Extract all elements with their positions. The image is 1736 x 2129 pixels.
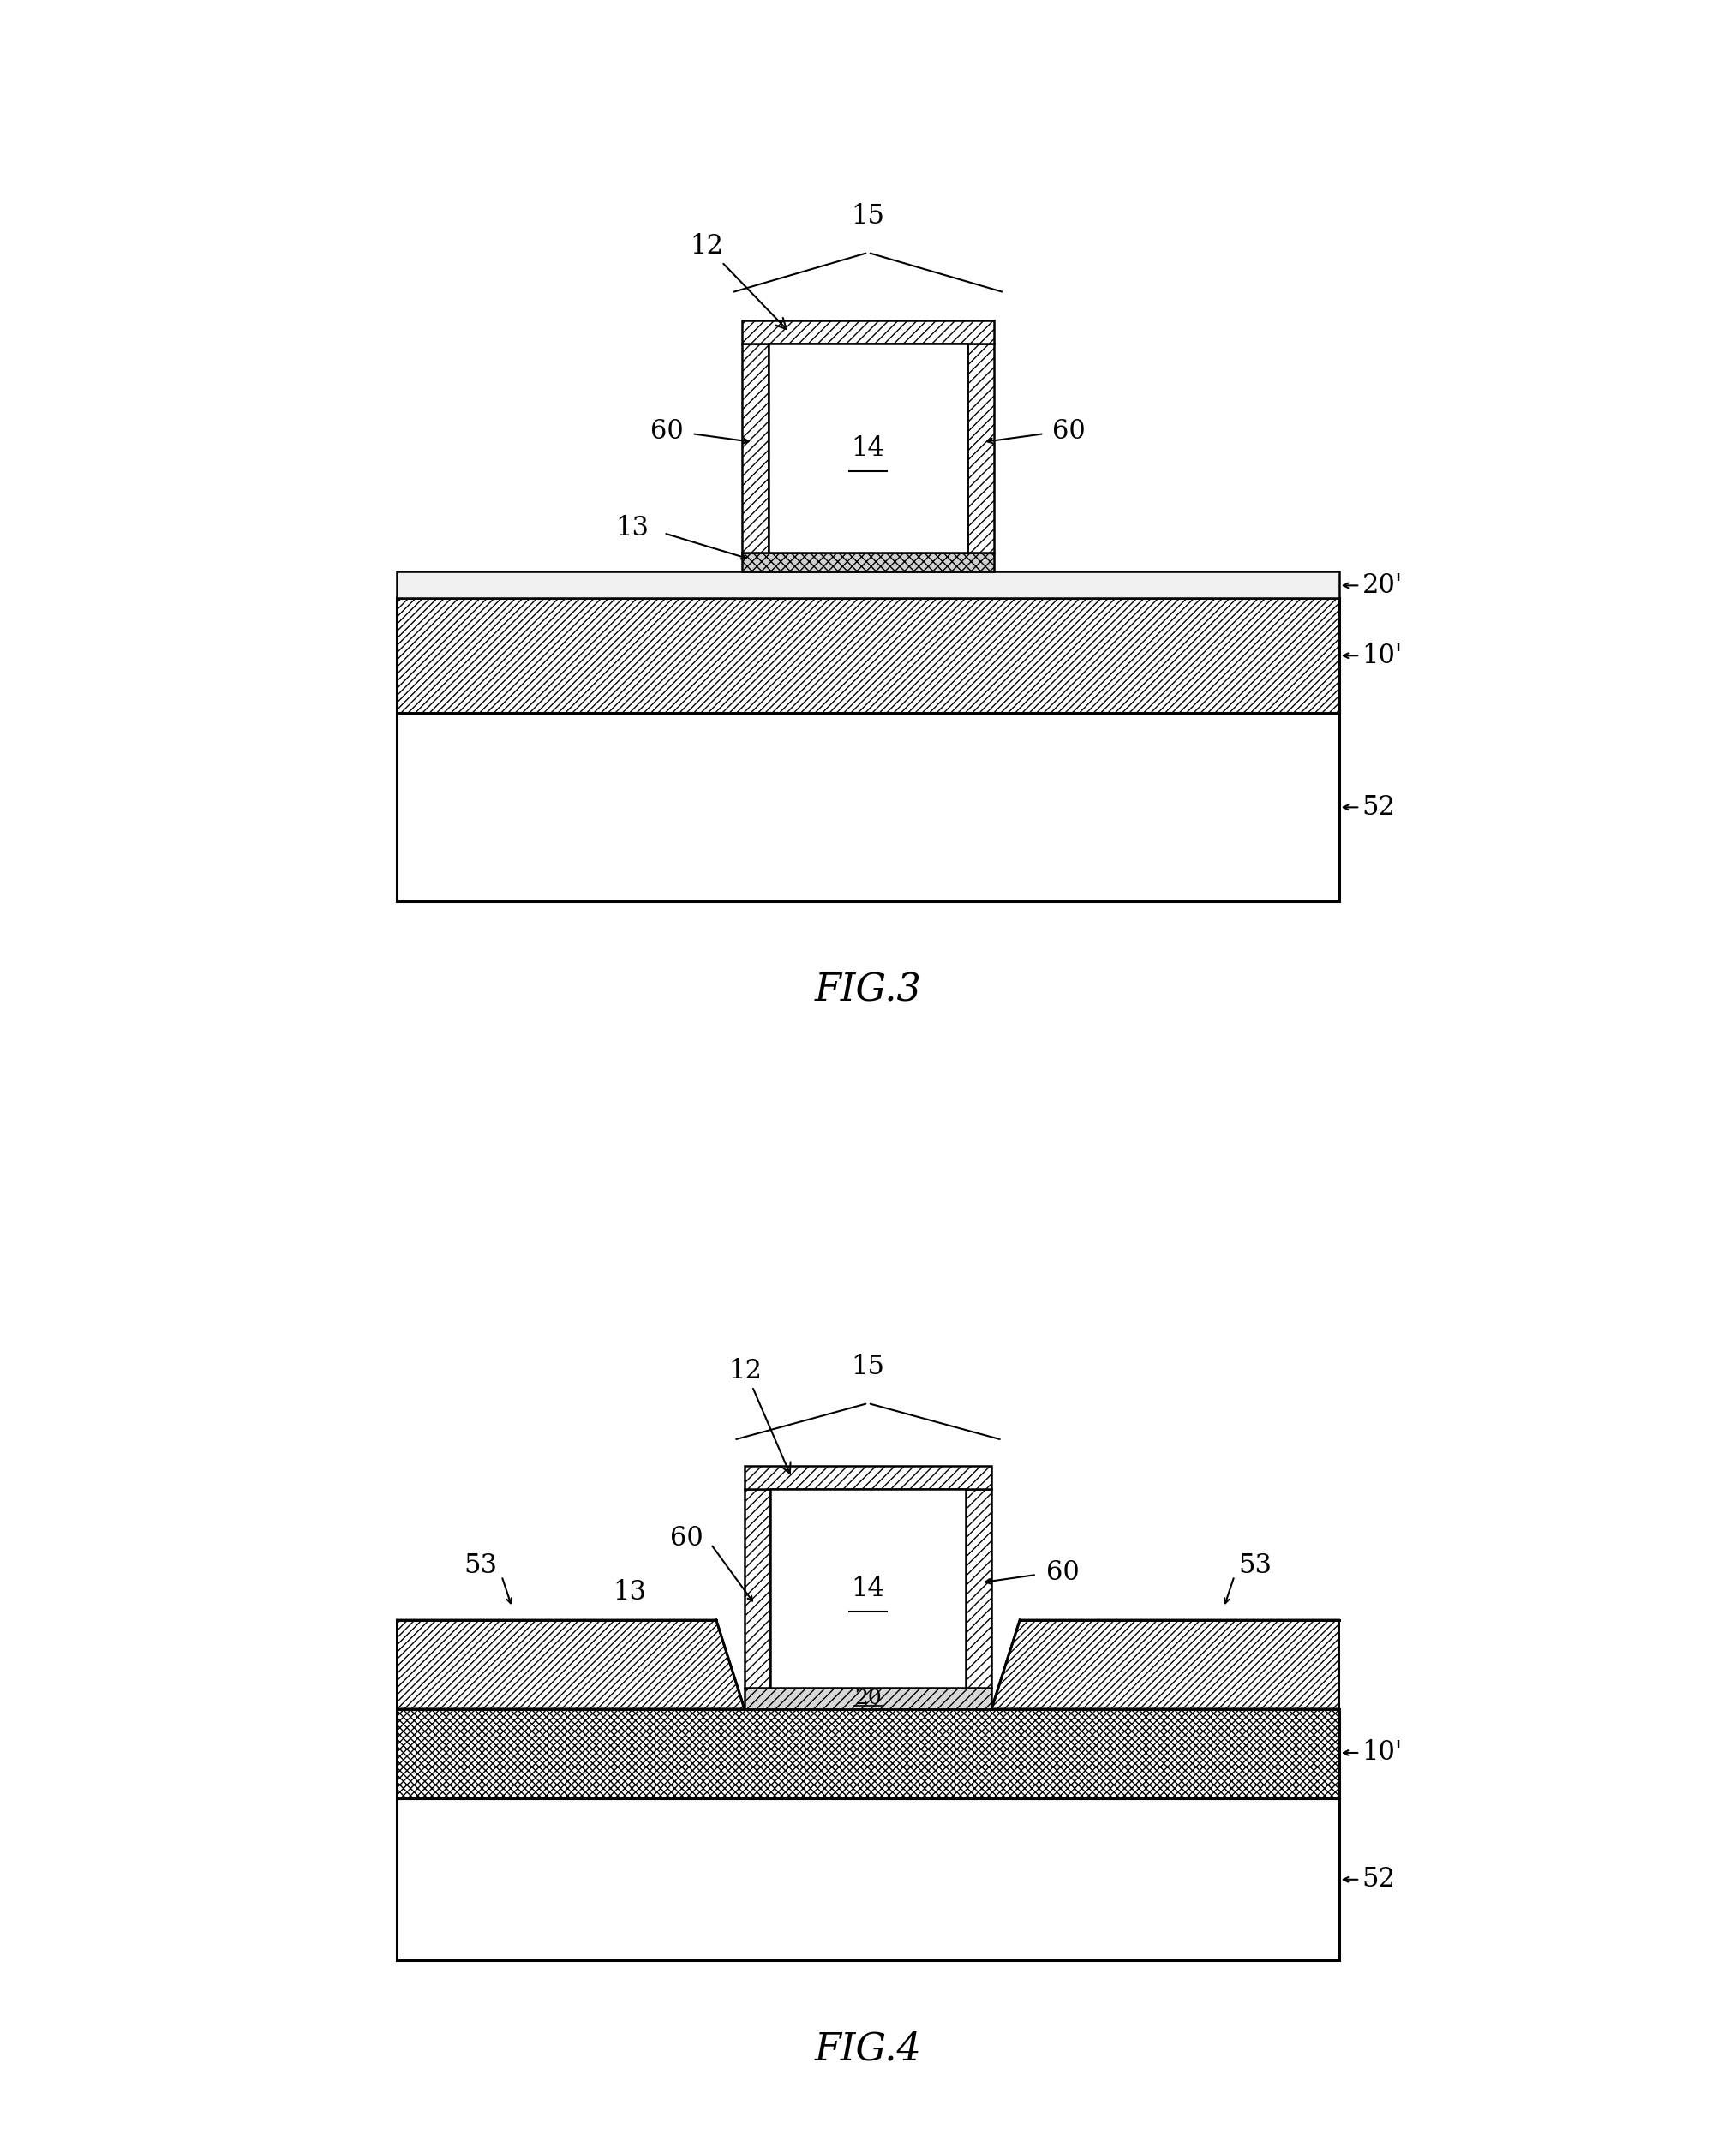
- Bar: [743, 554, 993, 573]
- Bar: [398, 573, 1338, 598]
- Text: 12: 12: [729, 1358, 790, 1473]
- Text: 60: 60: [1052, 417, 1085, 445]
- Text: 10': 10': [1363, 1739, 1403, 1767]
- Text: 15: 15: [851, 1354, 885, 1380]
- Bar: [398, 1710, 1338, 1797]
- Text: 20: 20: [854, 1688, 882, 1707]
- Bar: [745, 1688, 991, 1710]
- Text: 14: 14: [851, 434, 885, 462]
- Text: 12: 12: [689, 232, 786, 330]
- Bar: [967, 343, 993, 554]
- Text: 20': 20': [1363, 573, 1403, 598]
- Bar: [769, 343, 967, 554]
- Bar: [771, 1488, 965, 1688]
- Bar: [398, 1797, 1338, 1961]
- Bar: [965, 1488, 991, 1688]
- Text: 60: 60: [1047, 1558, 1080, 1586]
- Text: 53: 53: [464, 1552, 498, 1580]
- Text: 53: 53: [1238, 1552, 1272, 1580]
- Text: 52: 52: [1363, 794, 1396, 820]
- Bar: [743, 343, 769, 554]
- Bar: [398, 598, 1338, 713]
- Text: 10': 10': [1363, 643, 1403, 669]
- Text: 13: 13: [613, 1580, 646, 1605]
- Bar: [398, 713, 1338, 901]
- Text: 14: 14: [851, 1575, 885, 1601]
- Bar: [743, 321, 993, 343]
- Text: 13: 13: [616, 515, 649, 541]
- Text: 52: 52: [1363, 1867, 1396, 1893]
- Polygon shape: [398, 1620, 745, 1710]
- Text: FIG.4: FIG.4: [814, 2031, 922, 2067]
- Bar: [745, 1467, 991, 1488]
- Bar: [745, 1488, 771, 1688]
- Text: FIG.3: FIG.3: [814, 973, 922, 1009]
- Polygon shape: [991, 1620, 1338, 1710]
- Text: 60: 60: [670, 1524, 703, 1552]
- Text: 15: 15: [851, 202, 885, 230]
- Text: 60: 60: [651, 417, 684, 445]
